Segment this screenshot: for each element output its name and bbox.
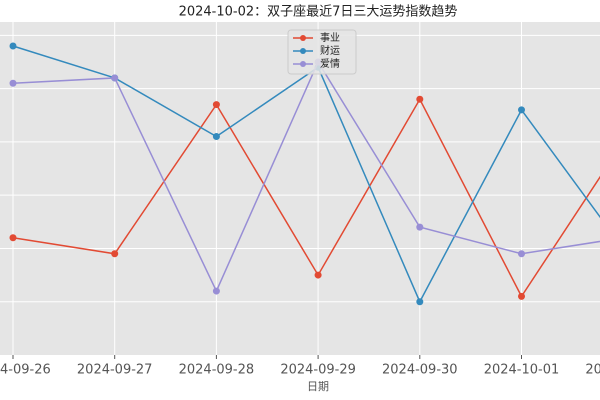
legend-marker <box>300 48 306 54</box>
chart-title: 2024-10-02：双子座最近7日三大运势指数趋势 <box>179 4 458 20</box>
data-point <box>9 234 17 242</box>
data-point <box>212 133 220 141</box>
plot-area <box>0 22 600 355</box>
x-tick-label: 2024-09-26 <box>0 363 51 378</box>
x-tick-label: 2024-09-29 <box>280 363 356 378</box>
legend-label: 财运 <box>320 44 340 57</box>
legend-marker <box>300 61 306 67</box>
data-point <box>9 42 17 50</box>
data-point <box>518 292 525 300</box>
data-point <box>212 101 220 109</box>
x-axis-label: 日期 <box>307 380 329 393</box>
legend-marker <box>300 35 306 41</box>
data-point <box>416 223 424 231</box>
data-point <box>212 287 220 295</box>
data-point <box>111 74 119 82</box>
legend-label: 爱情 <box>320 57 340 70</box>
data-point <box>9 79 17 87</box>
x-tick-label: 2024-10-02 <box>585 363 600 378</box>
data-point <box>518 106 525 114</box>
x-tick-label: 2024-09-30 <box>382 363 458 378</box>
x-tick-label: 2024-09-28 <box>179 363 255 378</box>
data-point <box>416 298 424 306</box>
x-tick-label: 2024-09-27 <box>77 363 153 378</box>
x-tick-label: 2024-10-01 <box>484 363 560 378</box>
legend-label: 事业 <box>320 31 340 44</box>
data-point <box>518 250 525 258</box>
data-point <box>416 95 424 103</box>
data-point <box>111 250 119 258</box>
data-point <box>314 271 322 279</box>
